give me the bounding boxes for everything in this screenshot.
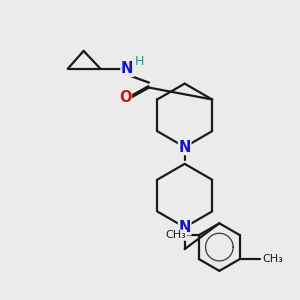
Text: N: N: [178, 140, 191, 154]
Text: N: N: [121, 61, 134, 76]
Text: N: N: [178, 220, 191, 235]
Text: O: O: [119, 90, 131, 105]
Text: CH₃: CH₃: [263, 254, 284, 264]
Text: CH₃: CH₃: [166, 230, 186, 240]
Text: H: H: [134, 55, 144, 68]
